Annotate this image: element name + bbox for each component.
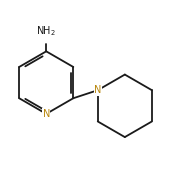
Text: NH$_2$: NH$_2$: [36, 24, 56, 38]
Text: N: N: [94, 85, 102, 95]
Text: N: N: [42, 109, 50, 119]
